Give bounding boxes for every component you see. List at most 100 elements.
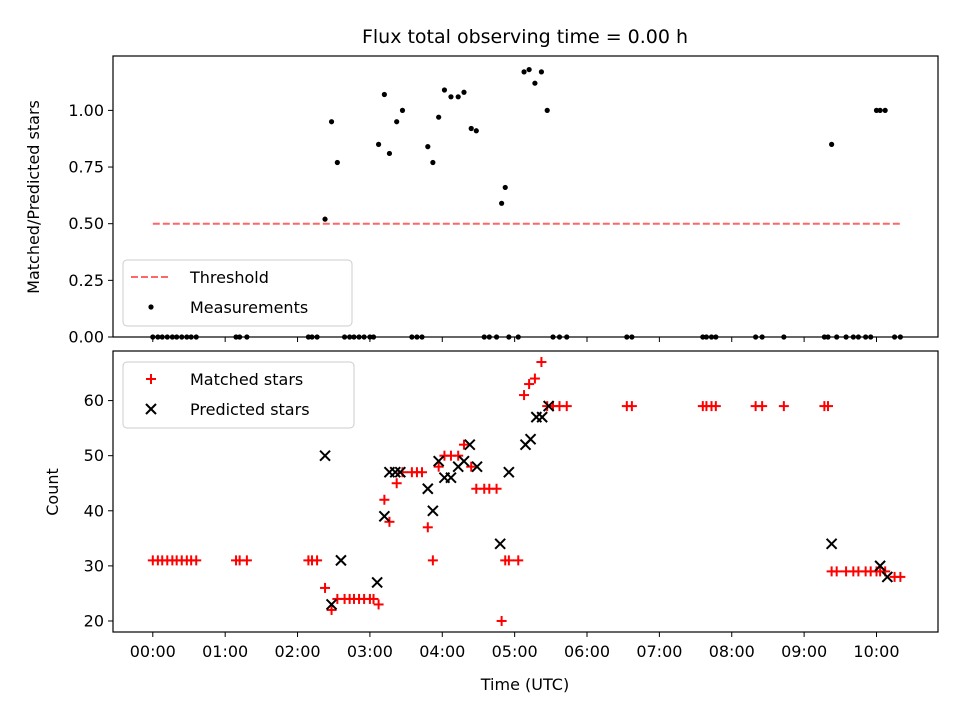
matched-star-point xyxy=(561,401,572,412)
measurement-point xyxy=(502,184,508,191)
predicted-star-point xyxy=(494,538,506,550)
x-tick-label: 08:00 xyxy=(709,642,755,661)
matched-star-point xyxy=(379,494,390,505)
matched-star-point xyxy=(384,516,395,527)
top-legend: Threshold Measurements xyxy=(122,259,353,327)
legend-matched-swatch xyxy=(146,374,156,384)
measurement-point xyxy=(877,107,883,113)
measurement-point xyxy=(873,107,880,113)
top-axes: 0.00 0.25 0.50 0.75 1.00 xyxy=(68,101,877,347)
x-tick-label: 10:00 xyxy=(853,642,899,661)
measurement-point xyxy=(322,216,328,222)
matched-star-point xyxy=(312,555,323,566)
top-plot-frame xyxy=(112,55,939,338)
predicted-star-point xyxy=(445,472,457,484)
legend-measurements-label: Measurements xyxy=(190,298,308,317)
predicted-star-point xyxy=(874,560,886,572)
y-tick-label: 40 xyxy=(84,501,104,520)
measurement-point xyxy=(399,107,406,113)
matched-star-point xyxy=(513,555,524,566)
matched-star-point xyxy=(466,461,477,472)
matched-star-point xyxy=(326,604,337,615)
predicted-star-point xyxy=(389,466,401,478)
predicted-star-point xyxy=(458,455,470,467)
predicted-star-point xyxy=(542,400,555,412)
measurement-point xyxy=(538,69,545,75)
x-tick-label: 05:00 xyxy=(492,642,538,661)
predicted-star-point xyxy=(394,466,407,478)
y-tick-label: 30 xyxy=(84,556,104,575)
y-tick-label: 0.00 xyxy=(68,328,104,347)
matched-star-point xyxy=(831,566,842,577)
measurement-point xyxy=(829,141,835,147)
bottom-plot-area xyxy=(147,357,906,626)
x-tick-label: 02:00 xyxy=(274,642,320,661)
matched-star-point xyxy=(422,522,433,533)
measurement-point xyxy=(461,89,467,95)
measurement-point xyxy=(521,69,527,75)
matched-star-point xyxy=(241,555,252,566)
x-tick-label: 03:00 xyxy=(347,642,393,661)
measurement-point xyxy=(544,107,550,113)
top-y-axis-label: Matched/Predicted stars xyxy=(24,100,43,294)
matched-star-point xyxy=(895,571,906,582)
matched-star-point xyxy=(529,373,540,384)
measurement-point xyxy=(455,94,461,100)
legend-predicted-label: Predicted stars xyxy=(190,400,310,419)
matched-star-point xyxy=(491,483,502,494)
y-tick-label: 50 xyxy=(84,446,104,465)
matched-star-point xyxy=(191,555,202,566)
measurement-point xyxy=(334,159,340,166)
measurement-point xyxy=(532,80,538,86)
matched-star-point xyxy=(519,390,530,401)
predicted-star-point xyxy=(432,455,445,467)
legend-predicted-swatch xyxy=(145,403,157,415)
bottom-legend: Matched stars Predicted stars xyxy=(122,361,355,429)
matched-star-point xyxy=(417,467,428,478)
legend-threshold-label: Threshold xyxy=(189,268,269,287)
measurement-point xyxy=(430,159,436,166)
matched-star-point xyxy=(453,450,464,461)
matched-star-point xyxy=(496,615,507,626)
y-tick-label: 1.00 xyxy=(68,101,104,120)
predicted-star-point xyxy=(422,483,434,495)
matched-star-point xyxy=(373,599,384,610)
bottom-axes: 20 30 40 50 60 00:00 01:00 02:00 03:00 04:00 05:00… xyxy=(84,391,900,661)
measurement-point xyxy=(441,87,448,93)
matched-star-point xyxy=(391,478,402,489)
predicted-star-point xyxy=(325,598,338,611)
matched-star-point xyxy=(368,593,379,604)
matched-star-point xyxy=(757,401,768,412)
matched-star-point xyxy=(427,555,438,566)
measurement-point xyxy=(375,141,382,147)
predicted-star-point xyxy=(427,505,439,517)
matched-star-point xyxy=(320,582,331,593)
predicted-star-point xyxy=(524,433,537,445)
matched-star-point xyxy=(710,401,721,412)
measurement-point xyxy=(394,119,400,125)
x-tick-label: 04:00 xyxy=(419,642,465,661)
legend-measurements-swatch xyxy=(148,304,154,310)
measurement-point xyxy=(448,94,454,100)
measurement-point xyxy=(425,144,431,150)
bottom-legend-box xyxy=(122,361,355,429)
matched-star-point xyxy=(536,357,547,368)
measurement-point xyxy=(328,119,335,125)
predicted-star-point xyxy=(881,571,894,583)
y-tick-label: 20 xyxy=(84,611,104,630)
x-tick-label: 00:00 xyxy=(130,642,176,661)
matched-star-point xyxy=(778,401,789,412)
y-tick-label: 0.75 xyxy=(68,158,104,177)
legend-matched-label: Matched stars xyxy=(190,370,303,389)
measurement-point xyxy=(386,150,393,157)
matched-star-point xyxy=(524,379,535,390)
bottom-plot-frame xyxy=(112,350,939,633)
measurement-point xyxy=(499,200,505,206)
predicted-star-point xyxy=(378,510,391,523)
predicted-star-point xyxy=(471,460,483,473)
x-tick-label: 07:00 xyxy=(636,642,682,661)
bottom-x-axis-label: Time (UTC) xyxy=(480,675,569,694)
matched-star-point xyxy=(503,555,514,566)
x-tick-label: 01:00 xyxy=(202,642,248,661)
